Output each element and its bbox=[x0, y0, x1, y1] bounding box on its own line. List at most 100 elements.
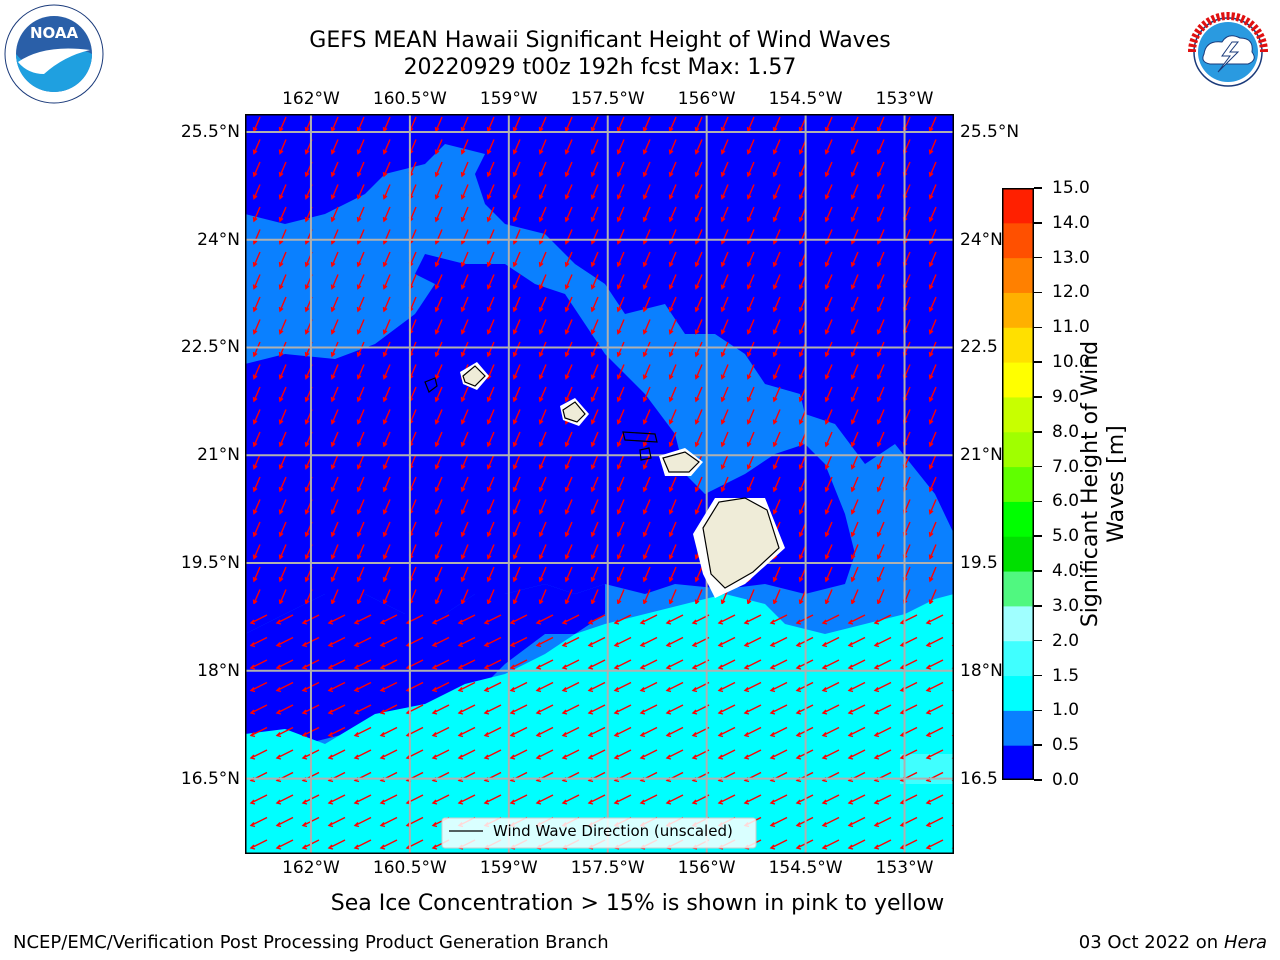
colorbar-segment-14 bbox=[1002, 257, 1034, 293]
colorbar-segment-11 bbox=[1002, 362, 1034, 398]
map-frame bbox=[245, 114, 954, 854]
colorbar-segment-13 bbox=[1002, 292, 1034, 328]
lat-tick-right-0: 25.5°N bbox=[960, 121, 1020, 142]
lon-tick-bottom-5: 154.5°W bbox=[768, 858, 843, 878]
colorbar-segment-7 bbox=[1002, 501, 1034, 537]
colorbar-label-line2: Waves [m] bbox=[1104, 425, 1129, 543]
lon-tick-bottom-3: 157.5°W bbox=[570, 858, 645, 878]
colorbar-tick-mark-3 bbox=[1034, 291, 1042, 294]
lat-tick-right-3: 21°N bbox=[960, 445, 1003, 466]
legend-label: Wind Wave Direction (unscaled) bbox=[493, 822, 733, 840]
colorbar-tick-mark-14 bbox=[1034, 674, 1042, 677]
island-niihau bbox=[424, 377, 438, 393]
colorbar-tick-17: 0.0 bbox=[1052, 770, 1080, 790]
lon-tick-bottom-0: 162°W bbox=[282, 858, 340, 878]
map-panel: Wind Wave Direction (unscaled) bbox=[245, 114, 954, 854]
colorbar-tick-mark-5 bbox=[1034, 361, 1042, 363]
colorbar bbox=[1002, 188, 1034, 780]
colorbar-tick-mark-4 bbox=[1034, 326, 1042, 329]
footer-date: 03 Oct 2022 on Hera bbox=[1079, 932, 1267, 954]
colorbar-tick-3: 12.0 bbox=[1052, 282, 1090, 303]
island-hawaii bbox=[702, 497, 780, 589]
colorbar-tick-mark-11 bbox=[1034, 570, 1042, 572]
colorbar-tick-12: 3.0 bbox=[1052, 595, 1080, 616]
colorbar-segment-16 bbox=[1002, 188, 1034, 224]
lon-tick-top-4: 156°W bbox=[677, 89, 736, 109]
colorbar-tick-6: 9.0 bbox=[1052, 386, 1080, 407]
colorbar-tick-0: 15.0 bbox=[1052, 178, 1090, 198]
footer-host: Hera bbox=[1223, 932, 1267, 953]
lon-tick-bottom-6: 153°W bbox=[875, 858, 934, 878]
map-subtitle: 20220929 t00z 192h fcst Max: 1.57 bbox=[403, 55, 797, 80]
lat-tick-left-4: 19.5°N bbox=[180, 553, 240, 574]
colorbar-segment-0 bbox=[1002, 745, 1034, 780]
colorbar-segment-4 bbox=[1002, 605, 1034, 642]
colorbar-tick-1: 14.0 bbox=[1052, 212, 1090, 233]
colorbar-tick-8: 7.0 bbox=[1052, 456, 1080, 477]
wind-wave-direction-legend bbox=[441, 817, 757, 849]
colorbar-segment-12 bbox=[1002, 327, 1034, 363]
colorbar-tick-mark-16 bbox=[1034, 744, 1042, 746]
island-molokai bbox=[622, 431, 658, 443]
lat-tick-right-6: 16.5 bbox=[960, 768, 998, 789]
lon-tick-bottom-2: 159°W bbox=[479, 858, 538, 878]
lon-tick-top-6: 153°W bbox=[875, 89, 934, 109]
colorbar-tick-mark-13 bbox=[1034, 639, 1042, 642]
noaa-logo: NOAA bbox=[4, 4, 104, 104]
colorbar-segment-3 bbox=[1002, 640, 1034, 677]
colorbar-tick-16: 0.5 bbox=[1052, 735, 1080, 756]
colorbar-tick-mark-6 bbox=[1034, 396, 1042, 398]
colorbar-tick-13: 2.0 bbox=[1052, 630, 1080, 651]
island-lanai bbox=[639, 447, 652, 461]
colorbar-segment-6 bbox=[1002, 536, 1034, 572]
colorbar-tick-9: 6.0 bbox=[1052, 491, 1080, 512]
colorbar-tick-mark-17 bbox=[1034, 779, 1042, 781]
lat-tick-left-0: 25.5°N bbox=[180, 121, 240, 142]
colorbar-tick-10: 5.0 bbox=[1052, 526, 1080, 547]
colorbar-segment-5 bbox=[1002, 571, 1034, 607]
lat-tick-left-3: 21°N bbox=[197, 445, 240, 466]
lat-tick-left-1: 24°N bbox=[197, 229, 240, 250]
colorbar-tick-mark-9 bbox=[1034, 500, 1042, 503]
colorbar-tick-11: 4.0 bbox=[1052, 561, 1080, 582]
lat-tick-left-2: 22.5°N bbox=[180, 337, 240, 358]
lat-tick-right-4: 19.5 bbox=[960, 553, 998, 574]
lon-tick-top-3: 157.5°W bbox=[570, 89, 645, 109]
lon-tick-top-5: 154.5°W bbox=[768, 89, 843, 109]
colorbar-tick-mark-0 bbox=[1034, 187, 1042, 189]
wave-direction-arrows-south bbox=[245, 604, 954, 854]
colorbar-tick-14: 1.5 bbox=[1052, 665, 1080, 686]
footer-org: NCEP/EMC/Verification Post Processing Pr… bbox=[13, 932, 609, 953]
sea-ice-note: Sea Ice Concentration > 15% is shown in … bbox=[330, 891, 945, 916]
wave-direction-arrows-north bbox=[245, 114, 954, 604]
colorbar-tick-5: 10.0 bbox=[1052, 352, 1090, 373]
lon-tick-bottom-1: 160.5°W bbox=[372, 858, 447, 878]
lat-tick-right-1: 24°N bbox=[960, 229, 1003, 250]
colorbar-segment-9 bbox=[1002, 431, 1034, 468]
colorbar-segment-15 bbox=[1002, 222, 1034, 259]
colorbar-tick-mark-7 bbox=[1034, 431, 1042, 433]
colorbar-tick-mark-2 bbox=[1034, 256, 1042, 259]
lat-tick-right-2: 22.5 bbox=[960, 337, 998, 358]
colorbar-tick-mark-15 bbox=[1034, 709, 1042, 712]
lat-tick-left-6: 16.5°N bbox=[180, 768, 240, 789]
lat-tick-right-5: 18°N bbox=[960, 660, 1003, 681]
colorbar-tick-mark-10 bbox=[1034, 535, 1042, 537]
colorbar-segment-8 bbox=[1002, 466, 1034, 502]
lon-tick-bottom-4: 156°W bbox=[677, 858, 736, 878]
colorbar-tick-2: 13.0 bbox=[1052, 247, 1090, 268]
colorbar-tick-7: 8.0 bbox=[1052, 421, 1080, 442]
colorbar-segment-1 bbox=[1002, 710, 1034, 746]
colorbar-segment-2 bbox=[1002, 675, 1034, 711]
colorbar-tick-mark-1 bbox=[1034, 222, 1042, 224]
map-gridlines bbox=[245, 114, 954, 854]
colorbar-tick-4: 11.0 bbox=[1052, 317, 1090, 338]
map-title: GEFS MEAN Hawaii Significant Height of W… bbox=[309, 28, 891, 53]
colorbar-tick-mark-8 bbox=[1034, 465, 1042, 468]
colorbar-frame bbox=[1002, 188, 1034, 780]
colorbar-segment-10 bbox=[1002, 396, 1034, 433]
nws-logo bbox=[1178, 2, 1278, 102]
hawaiian-islands bbox=[424, 362, 785, 598]
lat-tick-left-5: 18°N bbox=[197, 660, 240, 681]
footer-date-text: 03 Oct 2022 on bbox=[1078, 932, 1224, 953]
